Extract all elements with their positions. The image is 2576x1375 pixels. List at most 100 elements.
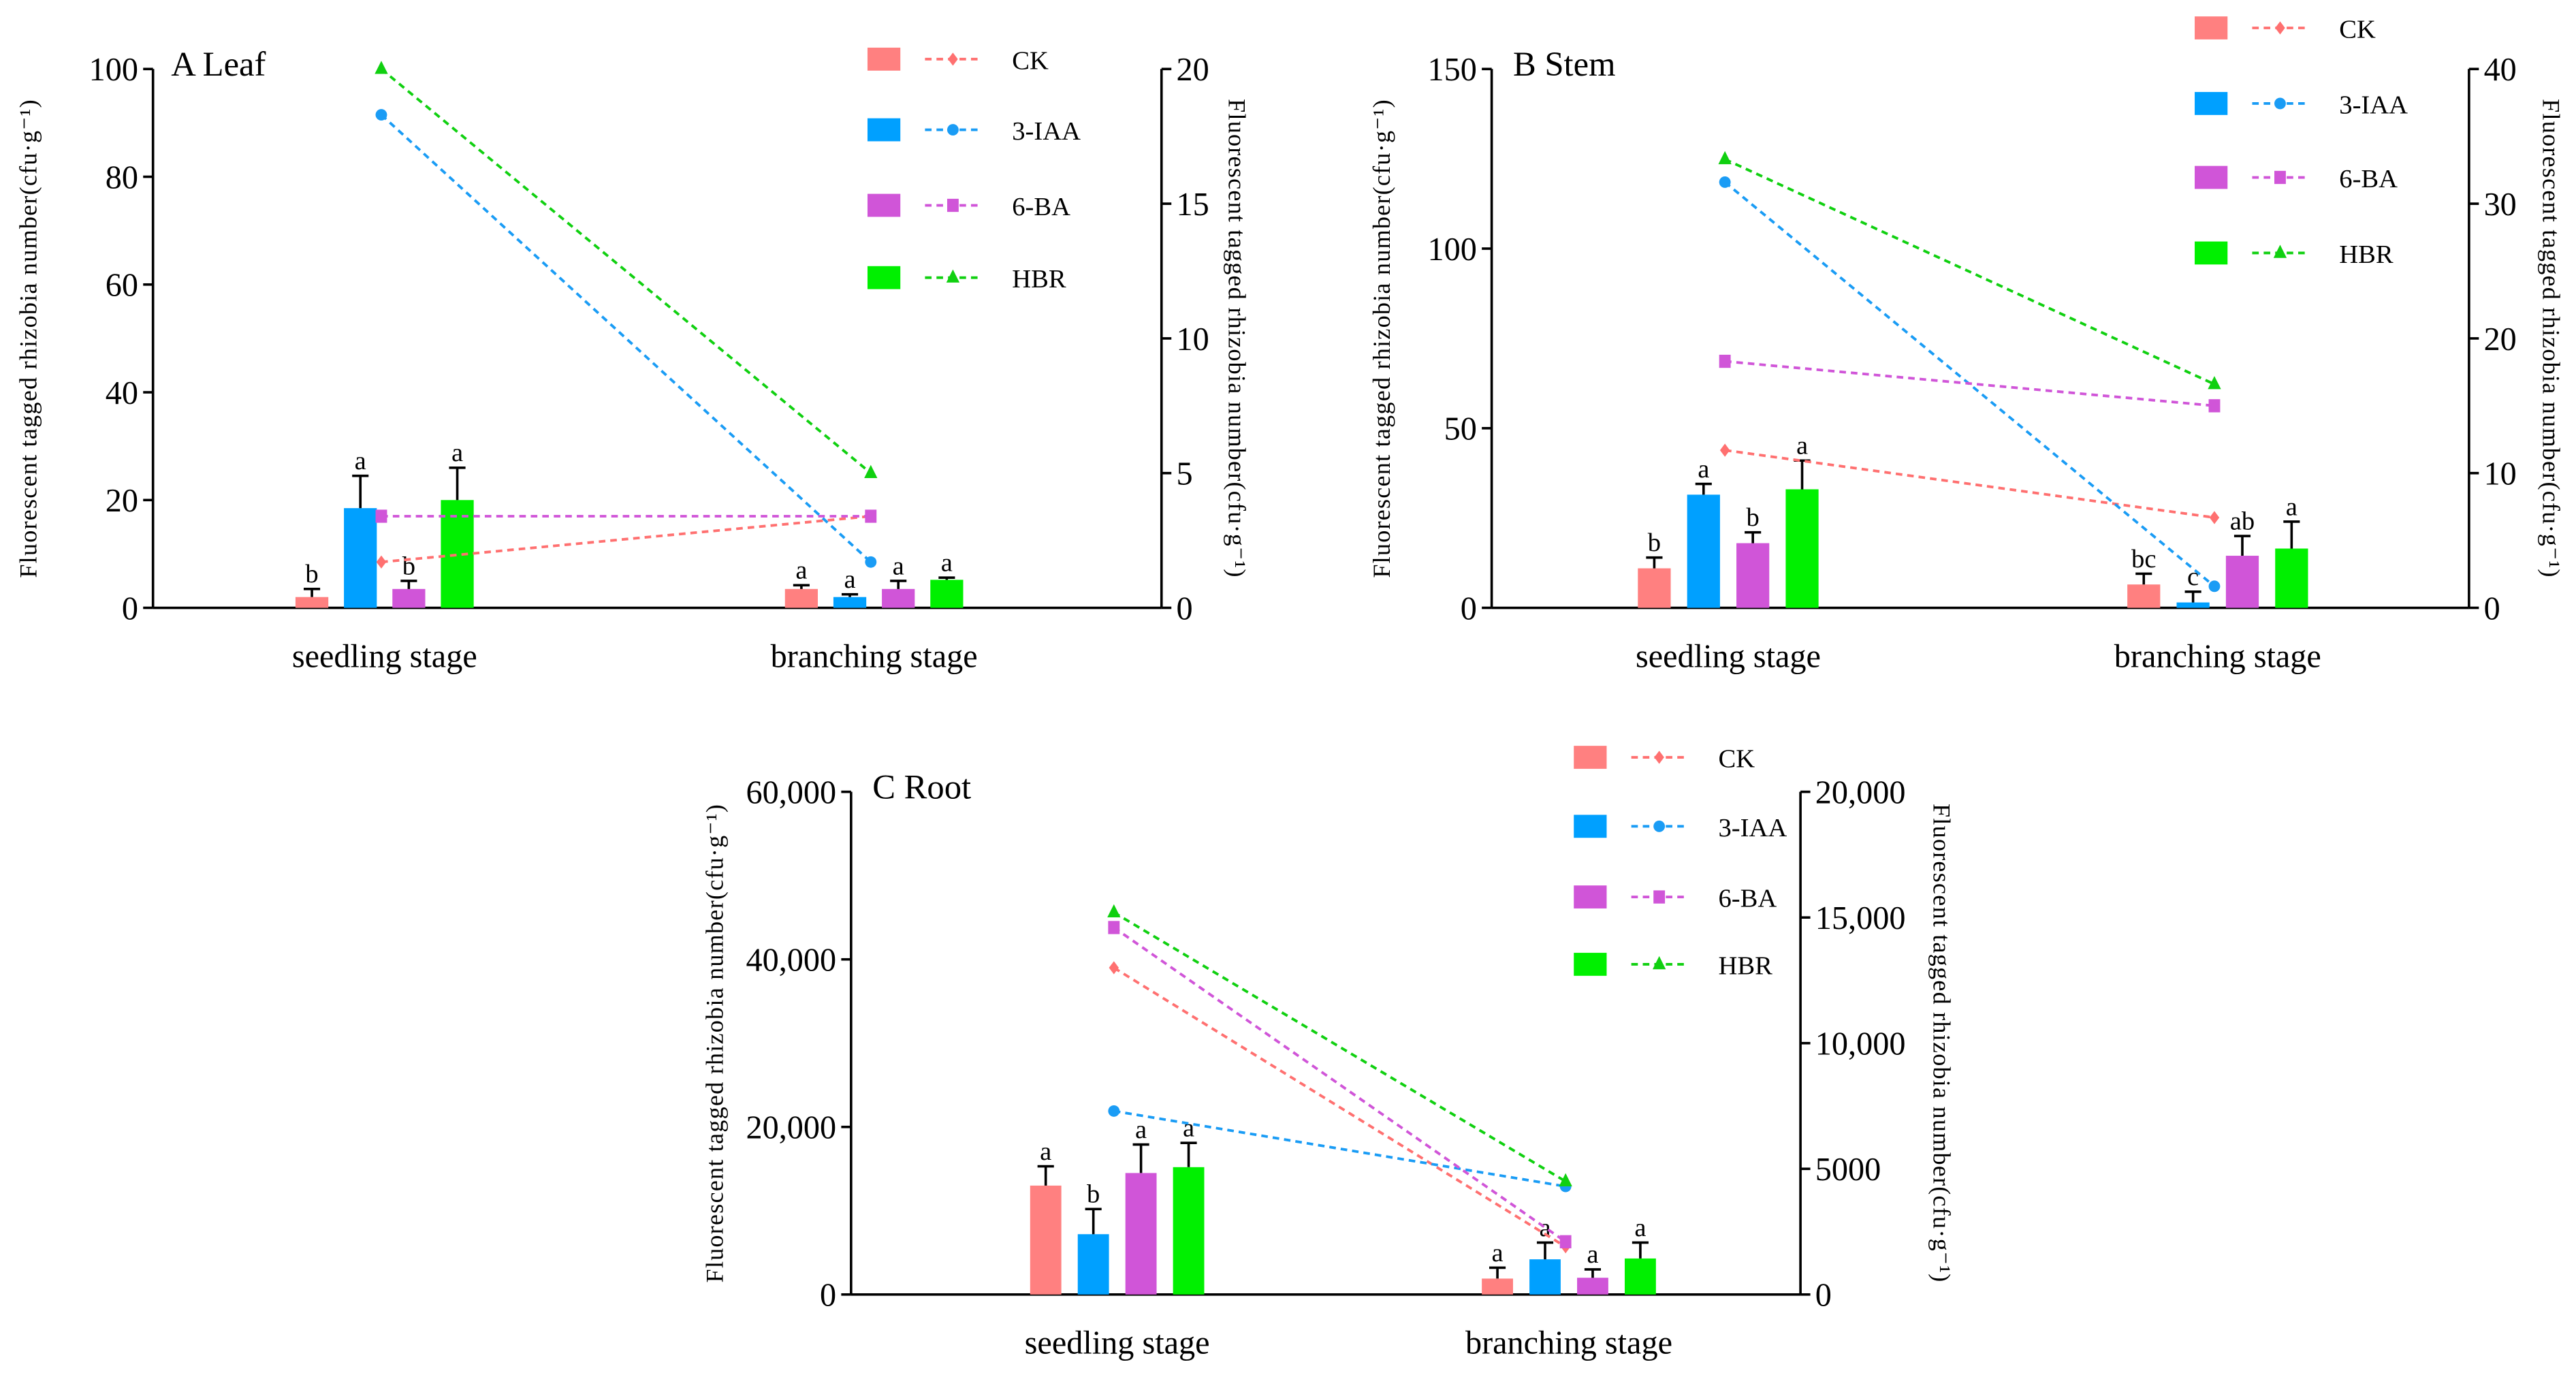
significance-letter: a [941,549,953,578]
legend-swatch-bar [1574,885,1607,908]
legend-swatch-bar [2195,241,2228,265]
y-tick-label: 50 [1444,411,1477,447]
y-tick-label: 0 [122,590,138,627]
y-tick-label: 40,000 [746,943,836,979]
legend-label: CK [2339,15,2376,44]
marker-3-iaa [2208,580,2221,592]
x-tick-label: seedling stage [292,638,477,674]
legend-swatch-bar [867,47,901,71]
error-bar [1536,1241,1554,1260]
marker-hbr [2208,376,2221,390]
significance-letter: a [1135,1116,1147,1144]
y2-tick-label: 15,000 [1815,900,1906,936]
significance-letter: a [844,565,855,594]
bar-6-ba [2225,556,2259,608]
legend-swatch-bar [867,118,901,142]
error-bar [2135,572,2152,585]
line-ck [381,515,871,564]
y-tick-label: 100 [89,52,138,88]
significance-letter: a [2286,492,2297,521]
error-bar [1180,1141,1197,1167]
x-tick-label: branching stage [771,638,978,674]
marker-hbr [375,61,388,74]
bar-hbr [1785,489,1819,608]
y-tick-label: 40 [106,375,138,411]
chart-panel-b-stem: 0 50 100 150 0 10 20 30 40 B Stem Fluorescent tagg… [1368,15,2564,674]
y2-tick-label: 20,000 [1815,775,1906,811]
bar-6-ba [882,588,915,608]
significance-letter: b [1747,503,1760,532]
legend-marker [1654,750,1664,764]
y2-tick-label: 20 [1176,52,1209,88]
error-bar [1632,1241,1649,1259]
legend-swatch-bar [1574,746,1607,769]
marker-3-iaa [375,109,387,121]
error-bar [400,580,417,589]
line-hbr [1113,911,1567,1183]
bar-6-ba [1736,543,1770,608]
line-3-iaa [380,114,872,563]
significance-letter: a [1183,1113,1194,1142]
bar-6-ba [1577,1278,1608,1295]
marker-hbr [1718,151,1732,165]
marker-ck [1719,443,1730,457]
legend-swatch-bar [2195,92,2228,115]
bar-ck [1638,568,1671,608]
legend-marker [948,52,958,66]
legend-label: HBR [2339,240,2394,269]
marker-hbr [1559,1173,1572,1186]
bar-3-iaa [833,597,867,608]
legend-label: 6-BA [1012,193,1070,221]
significance-letter: a [795,556,807,585]
marker-6-ba [2208,399,2221,413]
marker-ck [1109,961,1119,975]
bar-hbr [2275,548,2308,608]
legend-marker [2274,97,2286,110]
error-bar [1085,1207,1102,1235]
y-tick-label: 80 [106,159,138,195]
significance-letter: b [305,560,318,588]
legend: CK 3-IAA 6-BA HBR [867,46,1081,294]
legend-marker [1653,955,1666,970]
significance-letter: a [1698,455,1709,484]
y2-tick-label: 5 [1176,456,1192,492]
y-axis-label: Fluorescent tagged rhizobia number(cfu·g… [701,804,729,1283]
y2-axis-label: Fluorescent tagged rhizobia number(cfu·g… [1928,804,1955,1283]
y2-tick-label: 5000 [1815,1152,1881,1188]
error-bar [303,588,321,597]
y2-tick-label: 10 [1176,321,1209,358]
significance-letter: a [893,552,904,580]
y2-tick-label: 10,000 [1815,1026,1906,1062]
legend-label: HBR [1718,951,1772,980]
significance-letter: a [1587,1240,1598,1269]
bar-hbr [930,580,964,608]
y2-tick-label: 20 [2484,321,2517,358]
error-bar [1584,1268,1602,1278]
significance-letter: b [1648,528,1661,557]
y2-tick-label: 0 [1815,1278,1832,1314]
legend: CK 3-IAA 6-BA HBR [1574,744,1787,980]
legend-marker [2274,170,2286,185]
y-tick-label: 20,000 [746,1110,836,1146]
error-bar [1037,1165,1054,1186]
y-tick-label: 60,000 [746,775,836,811]
legend-label: CK [1012,46,1049,75]
error-bar [890,580,907,589]
bar-ck [2127,584,2161,608]
error-bar [938,576,955,580]
legend-label: CK [1718,744,1755,773]
legend-swatch-bar [2195,165,2228,189]
y2-tick-label: 0 [2484,590,2500,627]
chart-panel-c-root: 0 20,000 40,000 60,000 0 5000 10,000 15,000 20,0… [701,744,1956,1361]
y-axis-label: Fluorescent tagged rhizobia number(cfu·g… [1368,99,1395,578]
legend-swatch-bar [867,266,901,289]
bar-3-iaa [344,508,377,608]
marker-hbr [864,464,878,478]
bar-hbr [1173,1167,1205,1295]
y-tick-label: 20 [106,483,138,519]
marker-3-iaa [865,556,877,568]
legend-swatch-bar [1574,815,1607,838]
y-axis-label: Fluorescent tagged rhizobia number(cfu·g… [14,99,42,578]
y-tick-label: 60 [106,268,138,304]
y2-tick-label: 0 [1176,590,1192,627]
